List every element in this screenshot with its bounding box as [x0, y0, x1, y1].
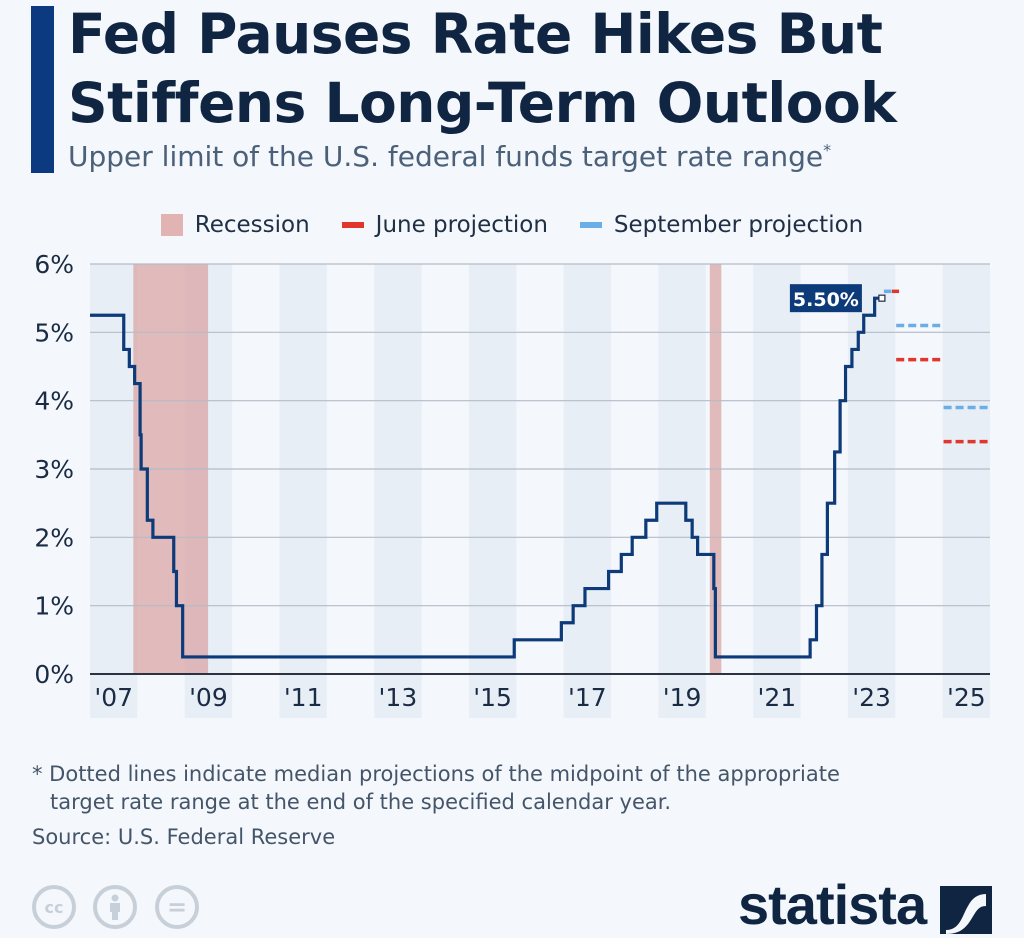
attribution-icon[interactable]	[93, 885, 137, 929]
y-tick-label: 2%	[34, 523, 74, 552]
y-tick-label: 0%	[34, 660, 74, 689]
x-tick-label: '19	[663, 683, 702, 712]
last-value-box	[789, 284, 862, 313]
no-derivatives-icon[interactable]: =	[155, 885, 199, 929]
title-accent-bar	[31, 6, 54, 173]
y-tick-label: 3%	[34, 455, 74, 484]
legend-recession: Recession	[160, 212, 310, 238]
x-tick-label: '07	[94, 683, 133, 712]
footnote: * Dotted lines indicate median projectio…	[32, 762, 840, 814]
legend-september: September projection	[579, 212, 863, 238]
x-tick-label: '21	[757, 683, 796, 712]
year-stripe	[847, 264, 896, 718]
year-stripe	[658, 264, 706, 718]
fed-funds-rate-line	[90, 296, 882, 659]
x-tick-label: '23	[852, 683, 891, 712]
chart-title: Fed Pauses Rate Hikes But Stiffens Long-T…	[68, 2, 897, 135]
x-tick-label: '15	[473, 683, 512, 712]
legend-swatch-june	[341, 222, 364, 228]
cc-license-icon[interactable]: cc	[32, 885, 76, 929]
year-stripe	[374, 264, 422, 718]
year-stripe	[753, 264, 801, 718]
y-tick-label: 1%	[34, 592, 74, 621]
legend-swatch-recession	[160, 214, 183, 236]
x-tick-label: '25	[947, 683, 986, 712]
year-stripe	[90, 264, 138, 718]
legend: Recession June projection September proj…	[0, 212, 1024, 238]
year-stripe	[468, 264, 517, 718]
legend-swatch-september	[579, 222, 602, 228]
year-stripe	[942, 264, 990, 718]
y-tick-label: 6%	[34, 250, 74, 279]
year-stripe	[279, 264, 327, 718]
last-point-marker	[878, 294, 886, 302]
chart-subtitle: Upper limit of the U.S. federal funds ta…	[68, 140, 832, 173]
last-value-label: 5.50%	[793, 289, 859, 311]
statista-logo[interactable]: statista	[738, 873, 927, 936]
y-tick-label: 5%	[34, 318, 74, 347]
x-tick-label: '17	[568, 683, 607, 712]
source: Source: U.S. Federal Reserve	[32, 825, 336, 849]
year-stripe	[563, 264, 612, 718]
legend-june: June projection	[341, 212, 548, 238]
x-tick-label: '09	[189, 683, 228, 712]
x-tick-label: '13	[379, 683, 418, 712]
y-tick-label: 4%	[34, 387, 74, 416]
x-tick-label: '11	[284, 683, 323, 712]
statista-logo-mark	[940, 886, 992, 934]
